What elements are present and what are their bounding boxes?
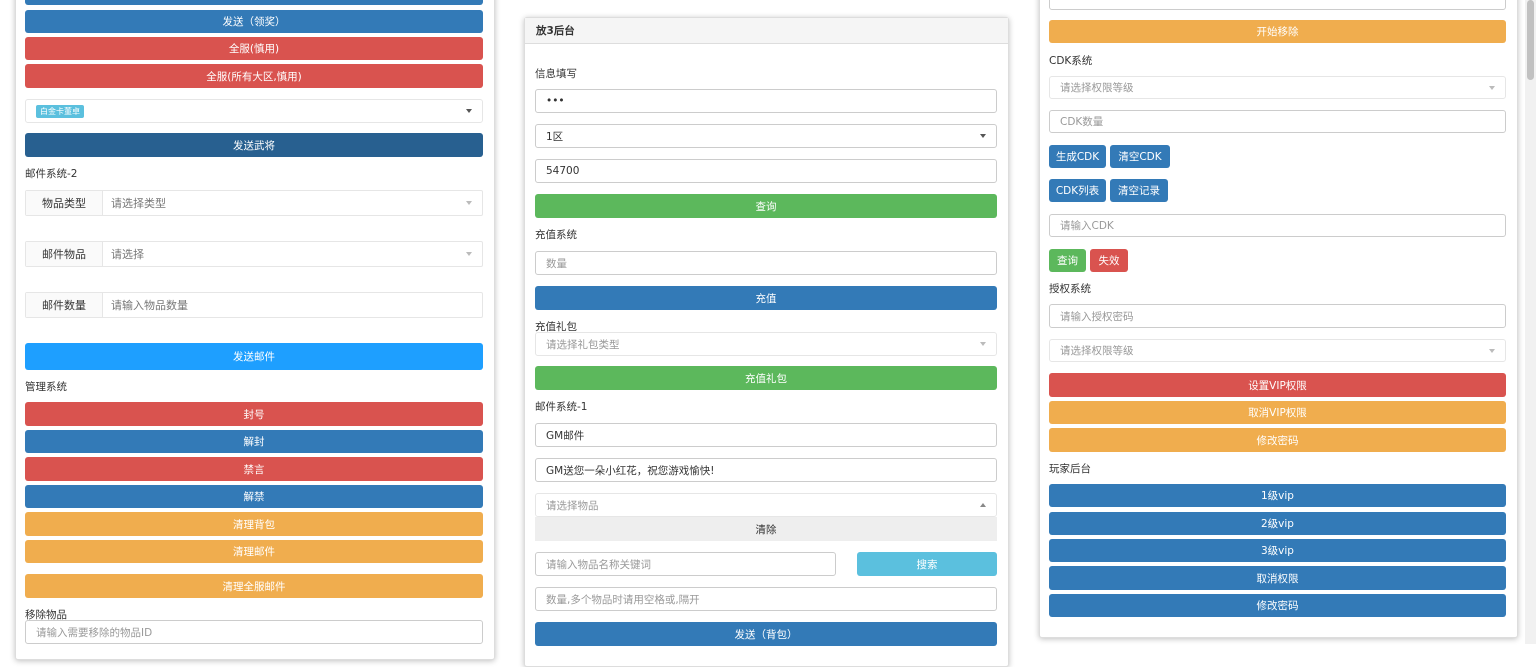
unmute-button[interactable]: 解禁 — [25, 485, 483, 508]
mail-item-placeholder: 请选择 — [111, 248, 144, 261]
clear-bag-button[interactable]: 清理背包 — [25, 512, 483, 536]
chevron-up-icon — [980, 503, 986, 507]
auth-password-placeholder: 请输入授权密码 — [1060, 310, 1134, 323]
chevron-down-icon — [980, 342, 986, 346]
scrollbar-thumb[interactable] — [1527, 0, 1534, 80]
password-value: ••• — [546, 95, 565, 107]
chevron-down-icon — [466, 201, 472, 205]
mail1-title: 邮件系统-1 — [535, 401, 588, 413]
cdk-invalidate-button[interactable]: 失效 — [1090, 249, 1128, 272]
auth-level-placeholder: 请选择权限等级 — [1060, 345, 1134, 357]
clear-mail-button[interactable]: 清理邮件 — [25, 540, 483, 563]
gift-select[interactable]: 请选择礼包类型 — [535, 332, 997, 356]
mail-subject-value: GM邮件 — [546, 429, 585, 442]
panel-header: 放3后台 — [525, 18, 1008, 44]
cdk-count-placeholder: CDK数量 — [1060, 116, 1104, 128]
cdk-count-input[interactable]: CDK数量 — [1049, 110, 1506, 133]
amount-input[interactable]: 数量 — [535, 251, 997, 275]
mail-quantity-placeholder: 请输入物品数量 — [111, 299, 188, 312]
send-hero-button[interactable]: 发送武将 — [25, 133, 483, 157]
item-type-select[interactable]: 物品类型 请选择类型 — [25, 190, 483, 216]
scrollbar[interactable] — [1525, 0, 1536, 644]
gift-placeholder: 请选择礼包类型 — [546, 338, 620, 351]
mute-button[interactable]: 禁言 — [25, 457, 483, 481]
mail-item-label: 邮件物品 — [26, 242, 103, 266]
search-button[interactable]: 搜索 — [857, 552, 997, 576]
change-password-button[interactable]: 修改密码 — [1049, 428, 1506, 452]
item-placeholder: 请选择物品 — [546, 499, 599, 512]
zone-select[interactable]: 1区 — [535, 124, 997, 148]
chevron-down-icon — [1489, 348, 1495, 353]
clear-all-mail-button[interactable]: 清理全服邮件 — [25, 574, 483, 598]
cdk-list-button[interactable]: CDK列表 — [1049, 179, 1106, 202]
gift-title: 充值礼包 — [535, 321, 577, 333]
send-reward-button[interactable]: 发送（领奖） — [25, 10, 483, 33]
clear-cdk-button[interactable]: 清空CDK — [1110, 145, 1170, 168]
cdk-input-placeholder: 请输入CDK — [1060, 220, 1114, 232]
admin-title: 管理系统 — [25, 381, 67, 393]
auth-level-select[interactable]: 请选择权限等级 — [1049, 339, 1506, 362]
recharge-title: 充值系统 — [535, 229, 577, 241]
player-change-password-button[interactable]: 修改密码 — [1049, 594, 1506, 617]
cdk-level-select[interactable]: 请选择权限等级 — [1049, 76, 1506, 99]
chevron-down-icon — [980, 134, 986, 138]
cdk-input[interactable]: 请输入CDK — [1049, 214, 1506, 237]
vip2-button[interactable]: 2级vip — [1049, 512, 1506, 535]
hero-select[interactable]: 白金卡董卓 — [25, 99, 483, 123]
mail-quantity-input[interactable]: 邮件数量 请输入物品数量 — [25, 292, 483, 318]
send-bag-button[interactable]: 发送（背包） — [535, 622, 997, 646]
unban-button[interactable]: 解封 — [25, 430, 483, 453]
remove-item-placeholder: 请输入需要移除的物品ID — [36, 626, 153, 639]
info-title: 信息填写 — [535, 68, 577, 80]
auth-title: 授权系统 — [1049, 283, 1091, 295]
mail-quantity-label: 邮件数量 — [26, 293, 103, 317]
ban-button[interactable]: 封号 — [25, 402, 483, 426]
chevron-down-icon — [1489, 85, 1495, 90]
chevron-down-icon — [466, 109, 472, 113]
mail-subject-input[interactable]: GM邮件 — [535, 423, 997, 447]
item-select[interactable]: 请选择物品 — [535, 493, 997, 517]
query-button[interactable]: 查询 — [535, 194, 997, 218]
gift-recharge-button[interactable]: 充值礼包 — [535, 366, 997, 390]
password-input[interactable]: ••• — [535, 89, 997, 113]
quantity-input[interactable]: 数量,多个物品时请用空格或,隔开 — [535, 587, 997, 611]
set-vip-button[interactable]: 设置VIP权限 — [1049, 373, 1506, 397]
item-search-placeholder: 请输入物品名称关键词 — [546, 558, 651, 571]
quantity-placeholder: 数量,多个物品时请用空格或,隔开 — [546, 593, 700, 606]
top-cut-button[interactable] — [25, 0, 483, 5]
mail2-title: 邮件系统-2 — [25, 168, 78, 180]
all-server-button[interactable]: 全服(慎用) — [25, 37, 483, 60]
item-type-placeholder: 请选择类型 — [111, 197, 166, 210]
amount-placeholder: 数量 — [546, 257, 567, 270]
mail-body-value: GM送您一朵小红花，祝您游戏愉快! — [546, 464, 715, 477]
cancel-vip-button[interactable]: 取消VIP权限 — [1049, 401, 1506, 424]
clear-button[interactable]: 清除 — [535, 517, 997, 541]
generate-cdk-button[interactable]: 生成CDK — [1049, 145, 1106, 168]
all-zones-button[interactable]: 全服(所有大区,慎用) — [25, 64, 483, 88]
vip1-button[interactable]: 1级vip — [1049, 484, 1506, 507]
cdk-level-placeholder: 请选择权限等级 — [1060, 82, 1134, 94]
clear-log-button[interactable]: 清空记录 — [1110, 179, 1168, 202]
role-id-input[interactable]: 54700 — [535, 159, 997, 183]
mail-body-input[interactable]: GM送您一朵小红花，祝您游戏愉快! — [535, 458, 997, 482]
cdk-query-button[interactable]: 查询 — [1049, 249, 1086, 272]
recharge-button[interactable]: 充值 — [535, 286, 997, 310]
send-mail-button[interactable]: 发送邮件 — [25, 343, 483, 370]
vip3-button[interactable]: 3级vip — [1049, 539, 1506, 562]
role-id-value: 54700 — [546, 165, 580, 177]
remove-item-input[interactable]: 请输入需要移除的物品ID — [25, 620, 483, 644]
hero-tag: 白金卡董卓 — [36, 104, 84, 118]
item-type-label: 物品类型 — [26, 191, 103, 215]
player-title: 玩家后台 — [1049, 463, 1091, 475]
auth-password-input[interactable]: 请输入授权密码 — [1049, 304, 1506, 328]
remove-id-input[interactable] — [1049, 0, 1506, 10]
cancel-permission-button[interactable]: 取消权限 — [1049, 566, 1506, 590]
chevron-down-icon — [466, 252, 472, 256]
item-search-input[interactable]: 请输入物品名称关键词 — [535, 552, 836, 576]
zone-value: 1区 — [546, 130, 564, 143]
cdk-title: CDK系统 — [1049, 55, 1093, 67]
remove-title: 移除物品 — [25, 609, 67, 621]
start-remove-button[interactable]: 开始移除 — [1049, 20, 1506, 43]
mail-item-select[interactable]: 邮件物品 请选择 — [25, 241, 483, 267]
